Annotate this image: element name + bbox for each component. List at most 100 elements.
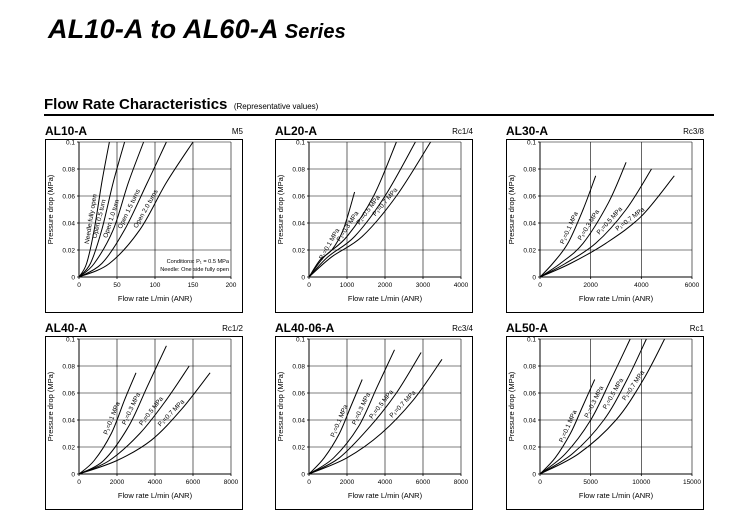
y-tick-label: 0.02 [523, 444, 536, 451]
y-axis-label: Pressure drop (MPa) [276, 371, 285, 441]
chart-panel-al40: AL40-A Rc1/2 0 2000 4000 6000 8000 0 0.02 0.04 0… [45, 321, 243, 511]
x-tick-label: 4000 [378, 479, 393, 486]
y-tick-label: 0.1 [66, 139, 75, 146]
y-tick-label: 0.02 [292, 444, 305, 451]
x-tick-label: 10000 [632, 479, 650, 486]
x-tick-label: 0 [77, 282, 81, 289]
series-line [78, 372, 211, 475]
y-tick-label: 0.1 [527, 139, 536, 146]
section-divider [44, 114, 714, 116]
series-line [539, 162, 627, 278]
series-line [539, 168, 652, 278]
x-axis-label: Flow rate L/min (ANR) [579, 491, 654, 500]
x-tick-label: 4000 [148, 479, 163, 486]
page-title-series: Series [284, 21, 346, 43]
series-line [78, 345, 167, 475]
y-tick-label: 0.04 [523, 417, 536, 424]
series-line [308, 379, 363, 475]
page-title-main: AL10-A to AL60-A [48, 14, 279, 44]
y-tick-label: 0.08 [62, 166, 75, 173]
x-tick-label: 0 [77, 479, 81, 486]
y-tick-label: 0.1 [296, 336, 305, 343]
flow-chart-al40: 0 2000 4000 6000 8000 0 0.02 0.04 0.06 0.08 0.1 Flo… [45, 336, 243, 510]
x-tick-label: 8000 [224, 479, 239, 486]
y-tick-label: 0.08 [292, 166, 305, 173]
x-tick-label: 0 [307, 479, 311, 486]
y-tick-label: 0.1 [66, 336, 75, 343]
x-axis-label: Flow rate L/min (ANR) [579, 294, 654, 303]
y-tick-label: 0.1 [296, 139, 305, 146]
panel-title: AL30-A [506, 124, 549, 138]
y-tick-label: 0 [532, 274, 536, 281]
x-tick-label: 8000 [454, 479, 469, 486]
chart-frame [506, 336, 704, 510]
section-heading: Flow Rate Characteristics (Representativ… [44, 96, 318, 114]
series-line [78, 365, 190, 475]
y-tick-label: 0.08 [62, 363, 75, 370]
chart-panel-al10: AL10-A M5 0 50 100 150 200 0 0.02 0.04 0.06 0.08 0… [45, 124, 243, 314]
y-tick-label: 0 [301, 471, 305, 478]
y-tick-label: 0.08 [523, 363, 536, 370]
x-axis-label: Flow rate L/min (ANR) [118, 491, 193, 500]
x-tick-label: 6000 [416, 479, 431, 486]
section-subtitle: (Representative values) [233, 102, 319, 111]
x-tick-label: 0 [538, 479, 542, 486]
series-line [78, 141, 110, 278]
x-tick-label: 4000 [454, 282, 469, 289]
x-tick-label: 50 [113, 282, 121, 289]
panel-port-size: M5 [231, 127, 243, 136]
series-line [539, 338, 647, 475]
x-tick-label: 15000 [683, 479, 701, 486]
y-tick-label: 0.06 [62, 390, 75, 397]
series-line [539, 379, 596, 475]
y-tick-label: 0.04 [62, 417, 75, 424]
x-tick-label: 6000 [186, 479, 201, 486]
chart-panel-al20: AL20-A Rc1/4 0 1000 2000 3000 4000 0 0.02 0.04 0… [275, 124, 473, 314]
panel-port-size: Rc1/4 [452, 127, 473, 136]
y-tick-label: 0.06 [292, 390, 305, 397]
x-tick-label: 3000 [416, 282, 431, 289]
x-tick-label: 4000 [634, 282, 649, 289]
y-tick-label: 0.02 [292, 247, 305, 254]
x-tick-label: 6000 [685, 282, 700, 289]
x-tick-label: 200 [226, 282, 237, 289]
series-label: P₁=0.7 MPa [621, 369, 646, 402]
chart-frame [45, 139, 243, 313]
y-tick-label: 0.04 [62, 220, 75, 227]
panel-title: AL40-A [45, 321, 88, 335]
x-tick-label: 1000 [340, 282, 355, 289]
x-tick-label: 0 [538, 282, 542, 289]
chart-panel-al50: AL50-A Rc1 0 5000 10000 15000 0 0.02 0.04 0.06 0… [506, 321, 704, 511]
panel-title: AL50-A [506, 321, 549, 335]
x-axis-label: Flow rate L/min (ANR) [118, 294, 193, 303]
chart-note: Conditions: P₁ = 0.5 MPa [167, 259, 230, 265]
panel-title: AL10-A [45, 124, 88, 138]
y-tick-label: 0.04 [523, 220, 536, 227]
series-line [539, 175, 675, 278]
y-axis-label: Pressure drop (MPa) [507, 371, 516, 441]
section-title: Flow Rate Characteristics [44, 96, 228, 113]
chart-frame [275, 139, 473, 313]
y-tick-label: 0.06 [62, 193, 75, 200]
series-line [308, 141, 416, 278]
series-label: P₁=0.1 MPa [318, 227, 341, 261]
series-label: P₁=0.1 MPa [558, 409, 579, 444]
x-axis-label: Flow rate L/min (ANR) [348, 491, 423, 500]
series-line [308, 349, 395, 475]
series-label: P₁=0.3 MPa [577, 208, 601, 241]
page-title: AL10-A to AL60-A Series [48, 14, 346, 45]
chart-frame [45, 336, 243, 510]
y-tick-label: 0 [71, 274, 75, 281]
x-tick-label: 2000 [583, 282, 598, 289]
x-tick-label: 2000 [110, 479, 125, 486]
series-line [308, 141, 397, 278]
flow-chart-al20: 0 1000 2000 3000 4000 0 0.02 0.04 0.06 0.08 0.1 Flo… [275, 139, 473, 313]
y-tick-label: 0.02 [523, 247, 536, 254]
y-tick-label: 0.02 [62, 247, 75, 254]
flow-chart-al30: 0 2000 4000 6000 0 0.02 0.04 0.06 0.08 0.1 Flow ra… [506, 139, 704, 313]
y-tick-label: 0.08 [523, 166, 536, 173]
series-line [78, 141, 194, 278]
chart-frame [275, 336, 473, 510]
y-axis-label: Pressure drop (MPa) [507, 174, 516, 244]
panel-port-size: Rc3/8 [683, 127, 704, 136]
